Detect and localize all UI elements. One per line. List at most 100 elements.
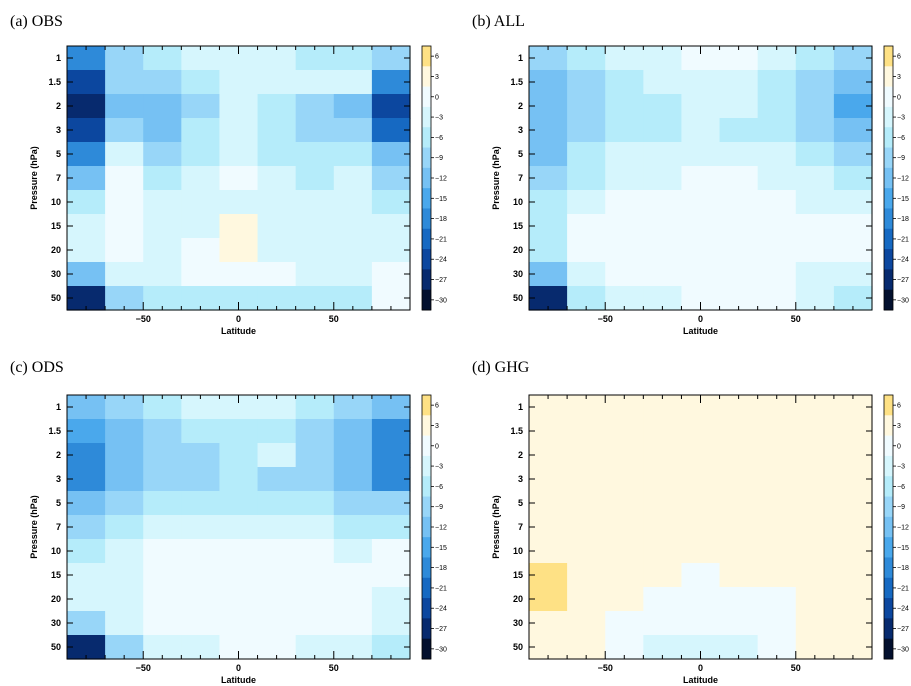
x-tick-label: 50 (791, 314, 801, 324)
heatmap-cell (181, 587, 221, 612)
colorbar-tick-label: −24 (435, 257, 447, 264)
y-tick-label: 7 (56, 522, 61, 532)
heatmap-cell (757, 94, 797, 119)
heatmap-cell (295, 118, 335, 143)
colorbar-tick-label: −12 (897, 176, 909, 183)
y-tick-label: 50 (51, 293, 61, 303)
heatmap-cell (333, 94, 373, 119)
heatmap-cell (143, 214, 182, 239)
colorbar-tick-label: 3 (897, 74, 901, 81)
heatmap-cell (681, 419, 721, 444)
heatmap-cell (257, 563, 297, 588)
colorbar-tick-label: −30 (435, 297, 447, 304)
x-tick-label: −50 (598, 663, 613, 673)
heatmap-cell (219, 539, 259, 564)
heatmap-cell (105, 563, 144, 588)
heatmap-cell (257, 166, 297, 191)
colorbar-tick-label: −3 (897, 115, 905, 122)
heatmap-cell (333, 467, 373, 492)
heatmap-cell (605, 419, 644, 444)
colorbar-swatch (884, 537, 893, 558)
heatmap-cell (567, 190, 606, 215)
heatmap-cell (567, 419, 606, 444)
heatmap-cell (643, 46, 683, 71)
colorbar-tick-label: 0 (435, 94, 439, 101)
heatmap-cell (67, 395, 106, 420)
y-axis-label: Pressure (hPa) (491, 146, 501, 210)
y-tick-label: 20 (513, 594, 523, 604)
heatmap-cell (295, 238, 335, 263)
heatmap-cell (105, 491, 144, 516)
heatmap-cell (681, 142, 721, 167)
heatmap-cell (795, 70, 835, 95)
heatmap-cell (181, 70, 221, 95)
y-tick-label: 10 (51, 546, 61, 556)
y-tick-label: 10 (513, 546, 523, 556)
heatmap-cell (757, 142, 797, 167)
colorbar-tick-label: −30 (897, 646, 909, 653)
heatmap-cell (643, 94, 683, 119)
y-tick-label: 15 (51, 570, 61, 580)
colorbar-swatch (422, 577, 431, 599)
heatmap-cell (219, 419, 259, 444)
heatmap-cell (643, 587, 683, 612)
heatmap-cell (605, 142, 644, 167)
colorbar-tick-label: −9 (435, 504, 443, 511)
heatmap-cell (333, 563, 373, 588)
heatmap-cell (257, 539, 297, 564)
heatmap-cell (257, 262, 297, 287)
colorbar-swatch (422, 435, 431, 457)
heatmap-cell (605, 563, 644, 588)
colorbar-swatch (884, 638, 893, 660)
colorbar-swatch (422, 127, 431, 149)
heatmap-cell (719, 419, 759, 444)
heatmap-cell (105, 395, 144, 420)
heatmap-cell (219, 443, 259, 468)
heatmap-cell (295, 491, 335, 516)
heatmap-cell (333, 262, 373, 287)
heatmap-cell (295, 419, 335, 444)
heatmap-cell (257, 94, 297, 119)
heatmap-cell (219, 190, 259, 215)
heatmap-cell (257, 443, 297, 468)
heatmap-cell (605, 238, 644, 263)
colorbar-swatch (422, 537, 431, 558)
x-axis-label: Latitude (683, 326, 718, 336)
heatmap-cell (529, 515, 568, 540)
y-tick-label: 1 (56, 53, 61, 63)
heatmap-cell (67, 419, 106, 444)
heatmap-cell (333, 611, 373, 636)
heatmap-cell (643, 611, 683, 636)
colorbar-tick-label: −6 (897, 484, 905, 491)
heatmap-cell (105, 142, 144, 167)
colorbar-tick-label: 0 (897, 443, 901, 450)
colorbar-swatch (884, 476, 893, 498)
y-tick-label: 7 (56, 173, 61, 183)
colorbar-tick-label: −18 (897, 565, 909, 572)
panel-title: (d) GHG (472, 359, 530, 376)
heatmap-cell (681, 238, 721, 263)
y-axis-label: Pressure (hPa) (491, 495, 501, 559)
colorbar-tick-label: −24 (897, 257, 909, 264)
heatmap-cell (143, 166, 182, 191)
heatmap-cell (257, 118, 297, 143)
heatmap-cell (105, 190, 144, 215)
colorbar-swatch (884, 106, 893, 128)
heatmap-cell (295, 94, 335, 119)
heatmap-cell (719, 166, 759, 191)
heatmap-cell (567, 611, 606, 636)
colorbar-tick-label: 0 (897, 94, 901, 101)
heatmap-cell (105, 214, 144, 239)
heatmap-cell (333, 214, 373, 239)
heatmap-cell (529, 166, 568, 191)
heatmap-cell (757, 539, 797, 564)
colorbar-tick-label: −3 (435, 464, 443, 471)
x-tick-label: 50 (791, 663, 801, 673)
colorbar-tick-label: −3 (897, 464, 905, 471)
heatmap-cell (795, 467, 835, 492)
heatmap-cell (681, 70, 721, 95)
colorbar-tick-label: −12 (435, 176, 447, 183)
y-tick-label: 3 (56, 474, 61, 484)
heatmap-cell (795, 190, 835, 215)
heatmap-cell (143, 563, 182, 588)
